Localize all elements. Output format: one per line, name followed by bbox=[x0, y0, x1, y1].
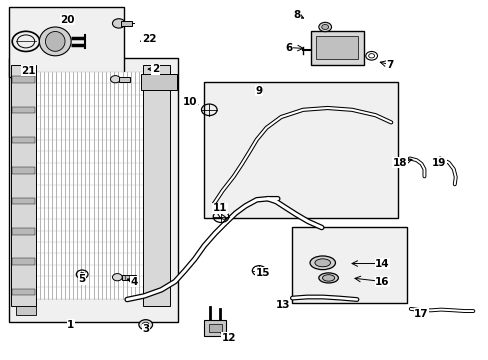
Bar bbox=[141, 74, 176, 90]
Bar bbox=[12, 198, 35, 204]
Bar bbox=[16, 306, 36, 315]
Text: 21: 21 bbox=[21, 66, 36, 76]
Bar bbox=[316, 36, 357, 59]
Text: 12: 12 bbox=[221, 333, 236, 343]
Ellipse shape bbox=[309, 256, 335, 270]
Bar bbox=[11, 65, 36, 306]
Text: 18: 18 bbox=[392, 158, 407, 168]
Text: 11: 11 bbox=[212, 203, 227, 213]
Bar bbox=[12, 228, 35, 234]
Text: 6: 6 bbox=[285, 42, 291, 53]
Text: 9: 9 bbox=[255, 86, 262, 96]
Text: 7: 7 bbox=[386, 60, 393, 70]
Bar bbox=[122, 275, 136, 280]
Bar bbox=[121, 21, 132, 26]
Text: 16: 16 bbox=[374, 276, 389, 287]
Bar bbox=[12, 76, 35, 83]
Bar bbox=[12, 167, 35, 174]
Ellipse shape bbox=[45, 31, 65, 51]
Bar bbox=[12, 289, 35, 295]
Circle shape bbox=[321, 24, 328, 30]
Text: 22: 22 bbox=[142, 33, 156, 44]
Bar bbox=[9, 58, 177, 322]
Bar bbox=[36, 72, 143, 299]
Ellipse shape bbox=[39, 27, 71, 56]
Ellipse shape bbox=[314, 259, 330, 267]
Text: 17: 17 bbox=[413, 309, 428, 319]
Text: 4: 4 bbox=[130, 276, 138, 287]
Text: 2: 2 bbox=[152, 64, 159, 74]
Bar bbox=[119, 77, 129, 82]
Text: 19: 19 bbox=[431, 158, 446, 168]
Bar bbox=[12, 107, 35, 113]
Ellipse shape bbox=[322, 275, 334, 281]
Text: 10: 10 bbox=[182, 96, 197, 107]
Bar bbox=[12, 137, 35, 144]
Text: 15: 15 bbox=[255, 268, 270, 278]
Circle shape bbox=[112, 274, 122, 281]
Ellipse shape bbox=[318, 273, 338, 283]
Text: 5: 5 bbox=[79, 274, 85, 284]
Bar bbox=[204, 82, 397, 218]
Text: 13: 13 bbox=[275, 300, 289, 310]
Text: 20: 20 bbox=[60, 15, 75, 25]
Bar bbox=[209, 324, 221, 332]
Circle shape bbox=[112, 19, 125, 28]
Bar bbox=[292, 227, 407, 303]
Text: 8: 8 bbox=[293, 10, 300, 20]
Bar bbox=[12, 258, 35, 265]
Circle shape bbox=[142, 322, 149, 327]
Text: 1: 1 bbox=[67, 320, 74, 330]
Circle shape bbox=[139, 320, 152, 330]
Text: 14: 14 bbox=[374, 258, 389, 269]
Circle shape bbox=[318, 22, 331, 32]
Bar bbox=[9, 7, 123, 77]
Bar bbox=[310, 31, 364, 65]
Bar bbox=[204, 320, 226, 336]
Bar bbox=[143, 65, 170, 306]
Text: 3: 3 bbox=[142, 324, 149, 334]
Circle shape bbox=[110, 76, 120, 83]
